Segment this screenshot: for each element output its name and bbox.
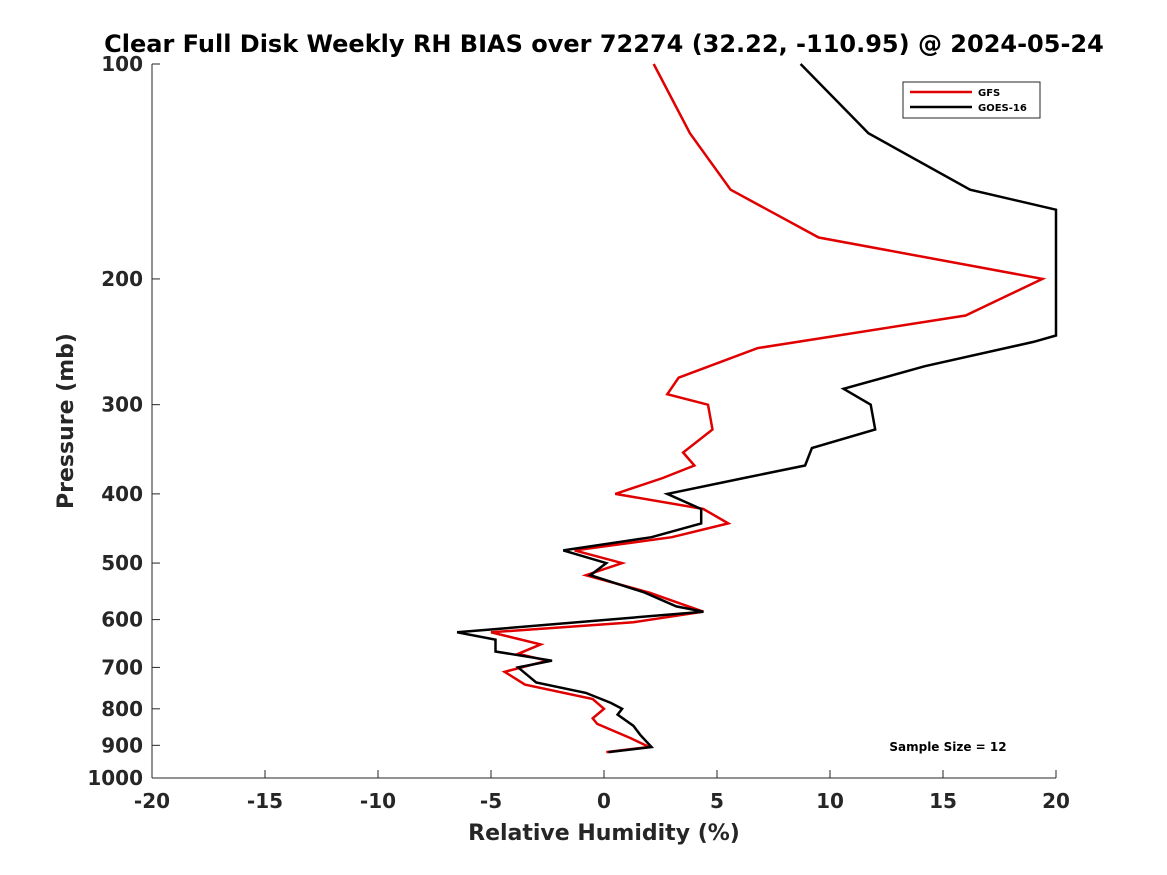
y-ticks: 100 200 300 400 500 600 700 800 900 1000 xyxy=(87,52,160,790)
x-tick-label: -5 xyxy=(480,789,502,813)
y-tick-label: 100 xyxy=(101,52,143,76)
x-tick-label: -15 xyxy=(247,789,283,813)
x-tick-label: 20 xyxy=(1042,789,1070,813)
y-tick-label: 300 xyxy=(101,393,143,417)
legend-box xyxy=(902,81,1041,119)
x-tick-label: 10 xyxy=(816,789,844,813)
x-tick-label: 0 xyxy=(597,789,611,813)
x-tick-label: -20 xyxy=(134,789,170,813)
series-layer xyxy=(456,63,1058,754)
series-line-gfs xyxy=(490,63,1047,754)
x-tick-label: 5 xyxy=(710,789,724,813)
x-axis-label: Relative Humidity (%) xyxy=(468,821,740,846)
legend: GFS GOES-16 xyxy=(902,81,1041,119)
chart-title: Clear Full Disk Weekly RH BIAS over 7227… xyxy=(104,30,1104,58)
y-tick-label: 600 xyxy=(101,608,143,632)
y-tick-label: 900 xyxy=(101,733,143,757)
x-tick-label: 15 xyxy=(929,789,957,813)
legend-label-gfs: GFS xyxy=(978,88,1000,99)
legend-label-goes16: GOES-16 xyxy=(978,103,1027,114)
x-ticks: -20 -15 -10 -5 0 5 10 15 20 xyxy=(134,770,1070,813)
x-tick-label: -10 xyxy=(360,789,396,813)
series-line-goes16 xyxy=(456,63,1058,754)
y-tick-label: 200 xyxy=(101,267,143,291)
y-tick-label: 400 xyxy=(101,482,143,506)
y-tick-label: 800 xyxy=(101,697,143,721)
y-tick-label: 500 xyxy=(101,551,143,575)
y-axis-label: Pressure (mb) xyxy=(54,333,79,509)
y-tick-label: 1000 xyxy=(87,766,143,790)
sample-size-annotation: Sample Size = 12 xyxy=(889,740,1006,754)
y-tick-label: 700 xyxy=(101,655,143,679)
